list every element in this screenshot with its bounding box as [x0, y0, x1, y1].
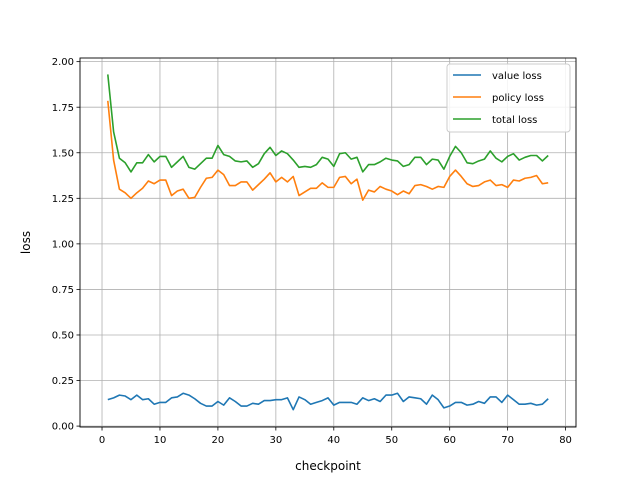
y-tick-label: 0.50 — [52, 331, 74, 342]
y-tick-label: 0.00 — [52, 422, 74, 433]
x-tick-label: 0 — [99, 435, 105, 446]
x-tick-label: 70 — [501, 435, 514, 446]
x-tick-label: 50 — [385, 435, 398, 446]
total-loss-line — [107, 74, 549, 173]
x-tick-label: 20 — [212, 435, 225, 446]
policy-loss-legend-label: policy loss — [492, 93, 544, 104]
x-tick-label: 30 — [269, 435, 282, 446]
grid-lines — [80, 58, 576, 427]
value-loss-legend-label: value loss — [492, 71, 542, 82]
value-loss-line — [107, 392, 549, 411]
x-tick-label: 40 — [327, 435, 340, 446]
y-axis-label: loss — [19, 231, 33, 254]
y-tick-label: 0.25 — [52, 376, 74, 387]
y-tick-label: 1.50 — [52, 148, 74, 159]
y-tick-label: 2.00 — [52, 57, 74, 68]
legend-box — [446, 63, 571, 133]
legend: value loss policy loss total loss — [446, 63, 571, 133]
x-tick-label: 10 — [154, 435, 167, 446]
plot-frame — [79, 57, 577, 428]
y-tick-label: 0.75 — [52, 285, 74, 296]
series-lines — [107, 74, 549, 411]
y-tick-label: 1.75 — [52, 103, 74, 114]
x-axis-label: checkpoint — [295, 459, 361, 473]
total-loss-legend-label: total loss — [492, 115, 537, 126]
policy-loss-line — [107, 100, 549, 201]
x-tick-label: 60 — [443, 435, 456, 446]
y-tick-label: 1.00 — [52, 239, 74, 250]
y-tick-label: 1.25 — [52, 194, 74, 205]
x-tick-label: 80 — [559, 435, 572, 446]
axis-ticks: 0 10 20 30 40 50 60 70 80 0.00 0.25 0.50 0.75 1.00 1.2… — [52, 57, 572, 446]
